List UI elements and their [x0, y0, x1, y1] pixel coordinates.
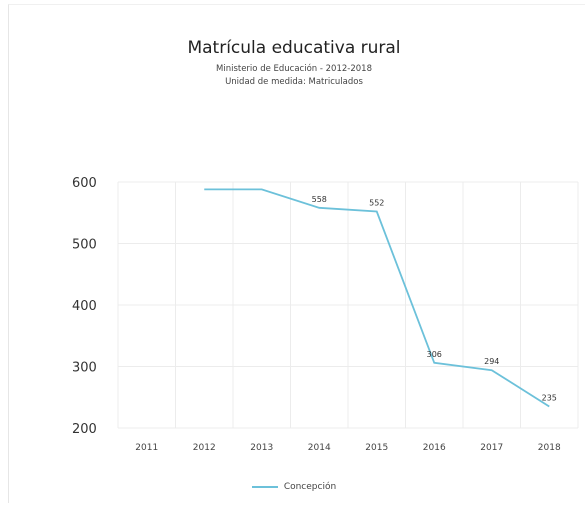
- data-label: 235: [542, 393, 557, 402]
- x-tick-label: 2014: [308, 443, 331, 453]
- y-tick-label: 600: [72, 176, 97, 191]
- chart-subtitle: Ministerio de Educación - 2012-2018: [216, 64, 372, 74]
- data-label: 294: [484, 357, 499, 366]
- y-tick-label: 300: [72, 361, 97, 376]
- chart-frame: [8, 4, 585, 503]
- series-line: [204, 188, 550, 408]
- legend-label: Concepción: [283, 482, 337, 492]
- y-tick-label: 500: [72, 238, 97, 253]
- x-tick-label: 2013: [250, 443, 273, 453]
- legend[interactable]: Concepción: [0, 482, 588, 492]
- x-tick-label: 2011: [135, 443, 158, 453]
- data-label: 306: [427, 350, 442, 359]
- chart-subtitle-units: Unidad de medida: Matriculados: [225, 77, 363, 87]
- data-label: 552: [369, 199, 384, 208]
- x-tick-label: 2015: [365, 443, 388, 453]
- x-tick-label: 2016: [423, 443, 446, 453]
- x-tick-label: 2012: [193, 443, 216, 453]
- y-tick-label: 400: [72, 299, 97, 314]
- legend-swatch: [251, 485, 278, 488]
- chart-title: Matrícula educativa rural: [187, 38, 401, 58]
- data-label: 558: [312, 195, 327, 204]
- x-tick-label: 2017: [480, 443, 503, 453]
- x-tick-label: 2018: [538, 443, 561, 453]
- y-tick-label: 200: [72, 422, 97, 437]
